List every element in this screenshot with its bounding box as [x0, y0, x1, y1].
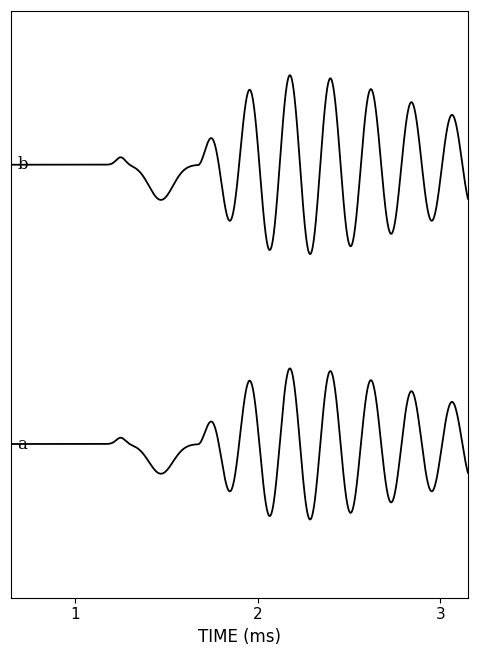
- Text: b: b: [18, 156, 28, 173]
- Text: a: a: [18, 436, 27, 453]
- X-axis label: TIME (ms): TIME (ms): [198, 628, 281, 646]
